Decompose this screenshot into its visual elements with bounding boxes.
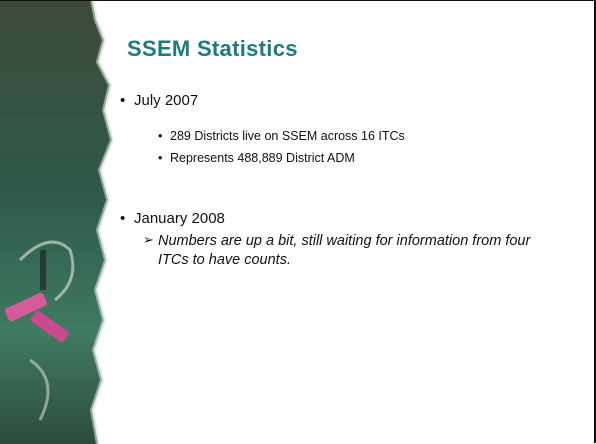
- chalkboard-image: [0, 0, 130, 444]
- sub-bullet-text: Numbers are up a bit, still waiting for …: [158, 232, 553, 270]
- bullet-text: January 2008: [134, 210, 225, 227]
- slide-title: SSEM Statistics: [127, 36, 298, 62]
- sub-bullet-text: Represents 488,889 District ADM: [170, 151, 355, 165]
- bullet-text: July 2007: [134, 92, 198, 109]
- slide: SSEM Statistics •July 2007 •289 District…: [0, 0, 596, 444]
- sub-bullet-text: 289 Districts live on SSEM across 16 ITC…: [170, 129, 405, 143]
